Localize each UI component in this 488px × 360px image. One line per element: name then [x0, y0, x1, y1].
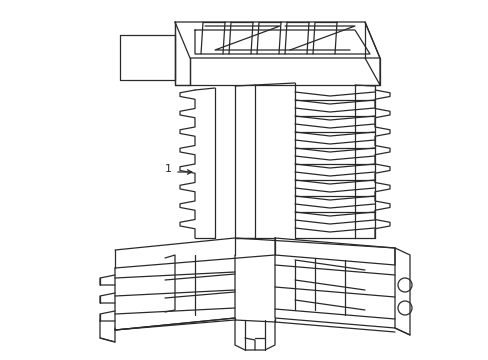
Text: 1: 1 — [164, 164, 171, 174]
